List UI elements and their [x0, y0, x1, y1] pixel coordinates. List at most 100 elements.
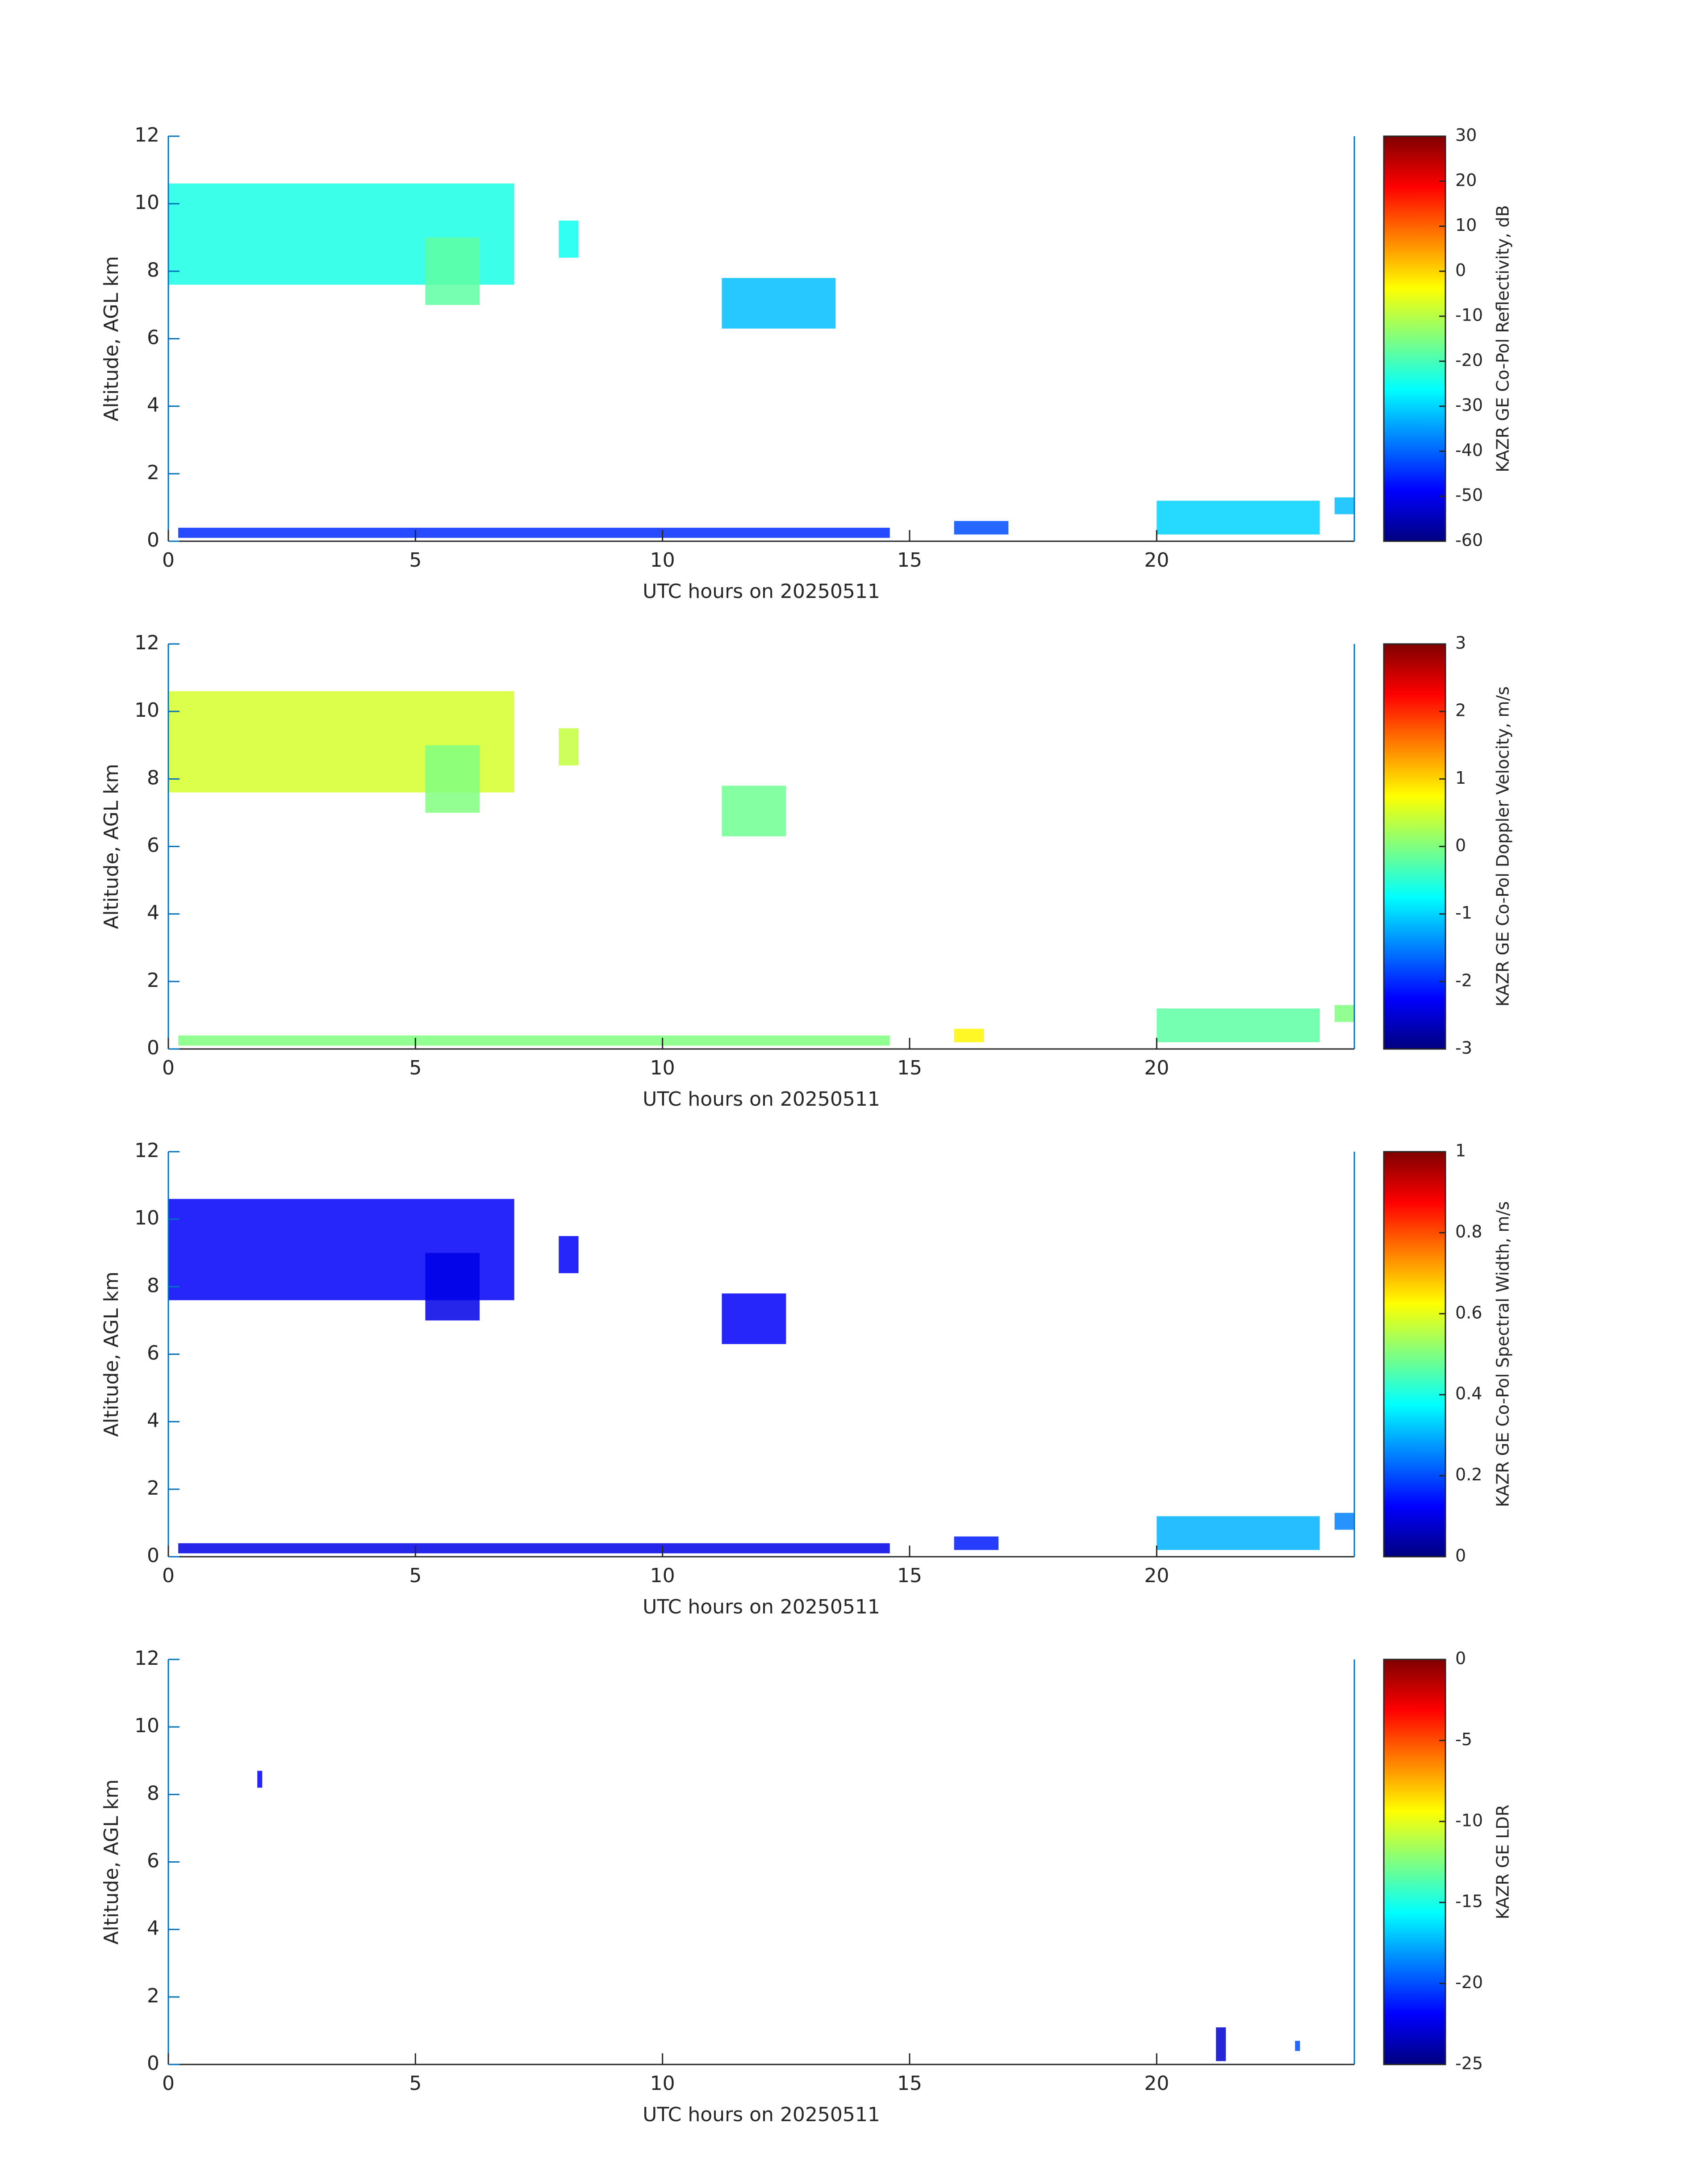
x-axis-label: UTC hours on 20250511	[643, 2103, 880, 2126]
y-tick-label: 0	[147, 529, 159, 552]
echo-region	[1157, 1008, 1320, 1042]
y-axis-label: Altitude, AGL km	[100, 1779, 123, 1944]
colorbar-tick-label: -20	[1455, 350, 1483, 370]
echo-region	[722, 278, 835, 329]
x-axis-label: UTC hours on 20250511	[643, 1088, 880, 1111]
echo-region	[178, 1543, 890, 1554]
colorbar-tick-label: 0	[1455, 836, 1466, 855]
colorbar: -60 -50 -40 -30 -20 -10 0 10 20 30 KAZR GE Co-Pol …	[1383, 125, 1513, 550]
echo-region	[1157, 501, 1320, 535]
echo-region	[954, 1536, 999, 1550]
x-tick-label: 5	[409, 2072, 422, 2095]
echo-region	[1157, 1516, 1320, 1550]
y-tick-label: 2	[147, 969, 159, 992]
x-tick-label: 0	[162, 549, 175, 572]
colorbar-tick-label: 1	[1455, 1141, 1466, 1161]
colorbar-tick-label: 0.8	[1455, 1222, 1482, 1241]
echo-region	[722, 1293, 786, 1344]
colorbar-tick-label: -20	[1455, 1972, 1483, 1992]
colorbar-tick-label: -50	[1455, 485, 1483, 505]
x-tick-label: 15	[897, 2072, 922, 2095]
x-tick-label: 5	[409, 1057, 422, 1079]
y-axis-label: Altitude, AGL km	[100, 256, 123, 421]
echo-region	[559, 1236, 579, 1274]
y-tick-label: 4	[147, 394, 159, 417]
y-tick-label: 2	[147, 1477, 159, 1500]
colorbar-scale	[1383, 643, 1446, 1050]
y-tick-label: 6	[147, 834, 159, 857]
y-tick-label: 10	[134, 1207, 159, 1229]
y-tick-label: 8	[147, 259, 159, 281]
x-tick-label: 10	[650, 1564, 675, 1587]
colorbar-tick-label: 0	[1455, 1649, 1466, 1668]
colorbar-tick-label: 0.2	[1455, 1465, 1482, 1484]
colorbar-tick-label: -10	[1455, 305, 1483, 325]
y-tick-label: 4	[147, 1917, 159, 1940]
y-tick-label: 10	[134, 191, 159, 214]
echo-region	[1334, 1513, 1354, 1530]
x-tick-label: 20	[1144, 2072, 1169, 2095]
colorbar-tick-label: 0.6	[1455, 1303, 1482, 1322]
echo-region	[425, 1253, 480, 1320]
colorbar-tick-label: 20	[1455, 170, 1477, 190]
y-tick-label: 2	[147, 461, 159, 484]
y-tick-label: 8	[147, 766, 159, 789]
colorbar-label: KAZR GE Co-Pol Reflectivity, dB	[1493, 205, 1513, 472]
x-tick-label: 20	[1144, 549, 1169, 572]
colorbar: -3 -2 -1 0 1 2 3 KAZR GE Co-Pol Doppler Velocit…	[1383, 633, 1513, 1058]
x-tick-label: 10	[650, 549, 675, 572]
x-axis-label: UTC hours on 20250511	[643, 1596, 880, 1618]
colorbar-label: KAZR GE LDR	[1493, 1805, 1513, 1919]
colorbar-scale	[1383, 1659, 1446, 2065]
y-tick-label: 0	[147, 2052, 159, 2075]
echo-region	[257, 1771, 263, 1788]
x-axis-label: UTC hours on 20250511	[643, 580, 880, 603]
echo-region	[178, 1035, 890, 1046]
colorbar-tick-label: 0.4	[1455, 1384, 1482, 1404]
echo-region	[425, 745, 480, 813]
y-tick-label: 10	[134, 1714, 159, 1737]
colorbar: 0 0.2 0.4 0.6 0.8 1 KAZR GE Co-Pol Spectral Wi…	[1383, 1141, 1513, 1566]
echo-region	[1334, 1005, 1354, 1022]
y-axis-label: Altitude, AGL km	[100, 764, 123, 929]
x-tick-label: 20	[1144, 1564, 1169, 1587]
colorbar-tick-label: 10	[1455, 215, 1477, 235]
colorbar-tick-label: -2	[1455, 970, 1472, 990]
colorbar-scale	[1383, 135, 1446, 542]
echo-region	[954, 521, 1009, 535]
colorbar-tick-label: -10	[1455, 1810, 1483, 1830]
echo-region	[425, 237, 480, 305]
x-tick-label: 15	[897, 549, 922, 572]
x-tick-label: 10	[650, 2072, 675, 2095]
echo-region	[954, 1028, 984, 1042]
x-tick-label: 15	[897, 1564, 922, 1587]
colorbar-tick-label: 30	[1455, 125, 1477, 145]
y-axis-label: Altitude, AGL km	[100, 1271, 123, 1437]
colorbar-label: KAZR GE Co-Pol Spectral Width, m/s	[1493, 1201, 1513, 1507]
colorbar-tick-label: -5	[1455, 1730, 1472, 1749]
y-tick-label: 12	[134, 631, 159, 654]
y-tick-label: 6	[147, 1850, 159, 1872]
y-tick-label: 6	[147, 1342, 159, 1365]
y-tick-label: 10	[134, 699, 159, 722]
colorbar-tick-label: -60	[1455, 531, 1483, 550]
colorbar-tick-label: 2	[1455, 701, 1466, 720]
y-tick-label: 0	[147, 1544, 159, 1567]
x-tick-label: 5	[409, 549, 422, 572]
colorbar-scale	[1383, 1151, 1446, 1558]
colorbar-tick-label: -30	[1455, 395, 1483, 415]
colorbar-tick-label: -1	[1455, 903, 1472, 923]
colorbar-label: KAZR GE Co-Pol Doppler Velocity, m/s	[1493, 686, 1513, 1007]
echo-region	[559, 728, 579, 766]
echo-region	[559, 220, 579, 258]
echo-region	[1216, 2027, 1226, 2061]
colorbar-tick-label: -3	[1455, 1038, 1472, 1058]
colorbar-tick-label: 3	[1455, 633, 1466, 653]
colorbar-tick-label: -15	[1455, 1892, 1483, 1911]
colorbar: -25 -20 -15 -10 -5 0 KAZR GE LDR	[1383, 1649, 1513, 2073]
y-tick-label: 8	[147, 1782, 159, 1805]
